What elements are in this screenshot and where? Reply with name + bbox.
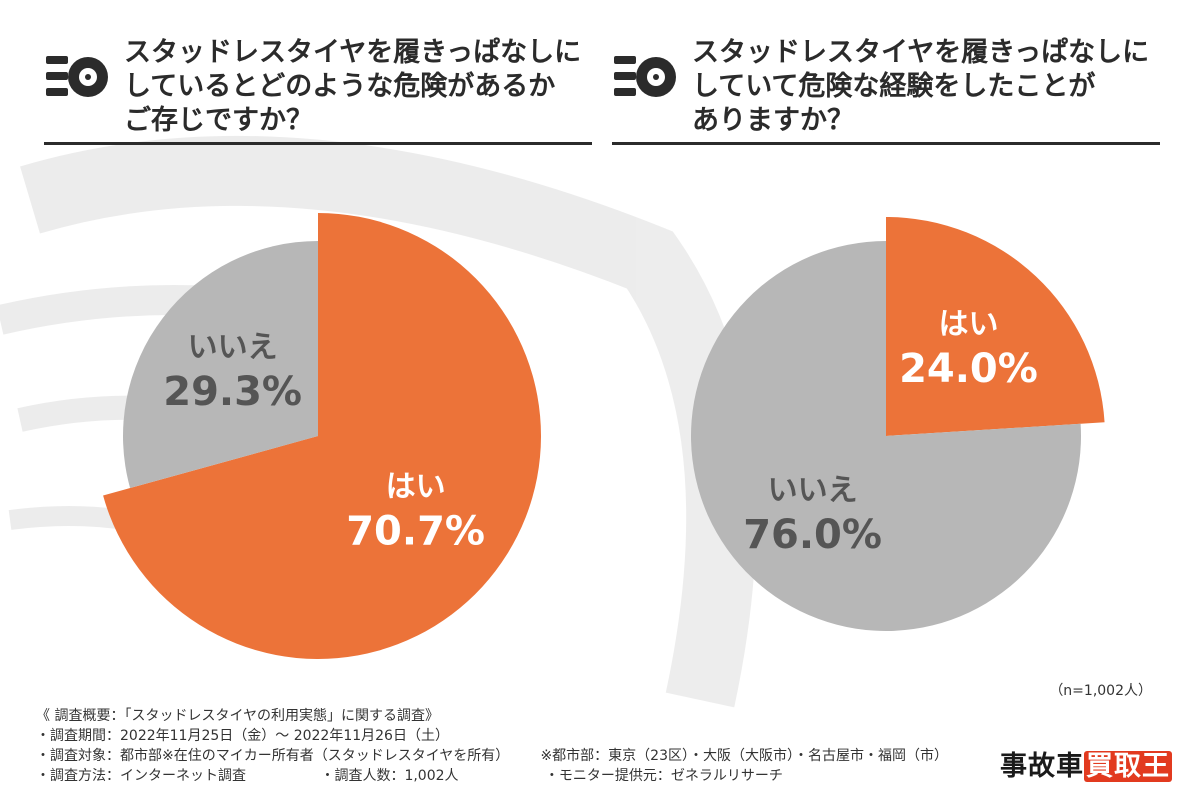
pie-1-slice-yes	[103, 213, 542, 659]
panel-1-title: スタッドレスタイヤを履きっぱなしに しているとどのような危険があるか ご存じです…	[124, 37, 582, 136]
pie-1-label-yes: はい	[386, 469, 446, 504]
notes-provider: ・モニター提供元：ゼネラルリサーチ	[544, 768, 783, 784]
pie-1-value-yes: 70.7%	[346, 508, 485, 554]
pie-2-label-yes: はい	[938, 307, 998, 342]
pie-2-slice-yes	[886, 217, 1105, 436]
notes-method: ・調査方法：インターネット調査	[36, 768, 246, 784]
pie-2-value-yes: 24.0%	[899, 346, 1038, 392]
tire-icon	[614, 56, 676, 97]
notes-count: ・調査人数：1,002人	[320, 768, 459, 784]
pie-2-value-no: 76.0%	[743, 512, 882, 558]
survey-notes: 《 調査概要：「スタッドレスタイヤの利用実態」に関する調査》 ・調査期間：202…	[36, 706, 996, 786]
notes-period: ・調査期間：2022年11月25日（金）～ 2022年11月26日（土）	[36, 728, 449, 744]
pie-2-slice-no	[691, 241, 1081, 631]
sample-size: （n=1,002人）	[1049, 683, 1152, 699]
logo-accent: 買取王	[1084, 751, 1172, 782]
notes-urban: ※都市部：東京（23区）・大阪（大阪市）・名古屋市・福岡（市）	[540, 748, 948, 764]
notes-target: ・調査対象：都市部※在住のマイカー所有者（スタッドレスタイヤを所有）	[36, 748, 510, 764]
notes-heading: 《 調査概要：「スタッドレスタイヤの利用実態」に関する調査》	[36, 708, 440, 724]
logo-prefix: 事故車	[1000, 751, 1084, 782]
tire-icon	[46, 56, 108, 97]
brand-logo: 事故車買取王	[1000, 744, 1172, 783]
pie-1-value-no: 29.3%	[163, 369, 302, 415]
pie-1-label-no: いいえ	[188, 330, 278, 365]
pie-2-label-no: いいえ	[768, 473, 858, 508]
panel-2-title: スタッドレスタイヤを履きっぱなしに していて危険な経験をしたことが ありますか？	[692, 37, 1150, 136]
pie-1-slice-no	[123, 241, 318, 489]
panel-2-divider	[612, 142, 1160, 145]
panel-1-divider	[44, 142, 592, 145]
